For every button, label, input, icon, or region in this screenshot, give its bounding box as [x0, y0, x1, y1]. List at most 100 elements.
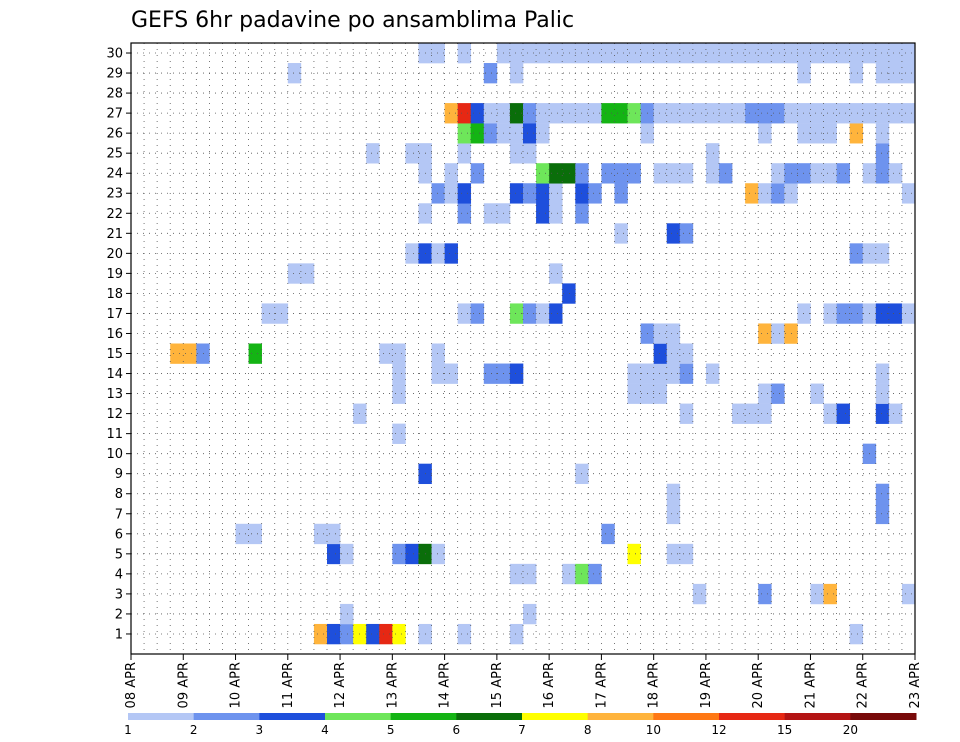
- heatmap-cell: [340, 623, 354, 645]
- x-tick-label: 22 APR: [856, 662, 871, 708]
- colorbar-segment: [456, 713, 523, 720]
- heatmap-cell: [758, 43, 772, 64]
- colorbar-label: 2: [190, 723, 198, 737]
- heatmap-cell: [797, 123, 811, 144]
- heatmap-cell: [523, 103, 537, 124]
- heatmap-cell: [771, 323, 785, 344]
- heatmap-cell: [470, 163, 485, 184]
- y-tick-label: 12: [106, 407, 123, 422]
- y-tick-label: 15: [106, 347, 123, 362]
- heatmap-cell: [705, 163, 720, 184]
- heatmap-cell: [875, 383, 890, 404]
- heatmap-cell: [653, 383, 668, 404]
- heatmap-cell: [758, 583, 772, 605]
- heatmap-cell: [470, 103, 485, 124]
- heatmap-cell: [431, 243, 445, 264]
- heatmap-cell: [392, 543, 406, 565]
- heatmap-cell: [666, 43, 681, 64]
- heatmap-cell: [901, 103, 916, 124]
- heatmap-cell: [823, 103, 837, 124]
- heatmap-cell: [523, 303, 537, 324]
- heatmap-cell: [509, 623, 524, 645]
- heatmap-cell: [823, 403, 837, 424]
- y-axis: 1234567891011121314151617181920212223242…: [106, 47, 131, 642]
- heatmap-cell: [379, 343, 393, 364]
- heatmap-cell: [705, 103, 720, 124]
- heatmap-cell: [588, 563, 602, 585]
- heatmap-cell: [679, 343, 694, 364]
- colorbar-segment: [193, 713, 260, 720]
- colorbar-label: 1: [124, 723, 132, 737]
- y-tick-label: 26: [106, 127, 123, 142]
- heatmap-cell: [601, 43, 615, 64]
- heatmap-cell: [758, 183, 772, 204]
- heatmap-cell: [483, 363, 498, 384]
- x-tick-label: 15 APR: [490, 662, 505, 708]
- x-tick-label: 21 APR: [803, 662, 818, 708]
- heatmap-cell: [549, 103, 563, 124]
- y-tick-label: 6: [115, 527, 123, 542]
- y-tick-label: 2: [115, 607, 123, 622]
- heatmap-cell: [340, 603, 354, 625]
- heatmap-cell: [431, 43, 445, 64]
- heatmap-cell: [392, 383, 406, 404]
- heatmap-cell: [771, 383, 785, 404]
- y-tick-label: 28: [106, 87, 123, 102]
- heatmap-cell: [523, 43, 537, 64]
- y-tick-label: 23: [106, 187, 123, 202]
- heatmap-cell: [457, 183, 472, 204]
- heatmap-cell: [183, 343, 197, 364]
- heatmap-cell: [627, 363, 641, 384]
- heatmap-cell: [888, 103, 903, 124]
- heatmap-cell: [248, 343, 262, 364]
- y-tick-label: 4: [115, 567, 123, 582]
- colorbar-segment: [325, 713, 392, 720]
- heatmap-cell: [758, 383, 772, 404]
- heatmap-cell: [901, 183, 916, 204]
- x-tick-label: 13 APR: [385, 662, 400, 708]
- heatmap-cell: [549, 203, 563, 224]
- heatmap-cell: [836, 303, 850, 324]
- heatmap-cell: [509, 143, 524, 164]
- heatmap-cell: [679, 103, 694, 124]
- colorbar-segment: [653, 713, 720, 720]
- heatmap-cell: [392, 343, 406, 364]
- heatmap-cell: [536, 163, 550, 184]
- heatmap-cell: [431, 363, 445, 384]
- heatmap-cell: [366, 143, 380, 164]
- heatmap-cell: [823, 43, 837, 64]
- heatmap-cell: [666, 483, 681, 505]
- heatmap-cell: [509, 563, 524, 585]
- heatmap-cell: [340, 543, 354, 565]
- y-tick-label: 22: [106, 207, 123, 222]
- heatmap-cell: [849, 123, 864, 144]
- heatmap-cell: [875, 363, 890, 384]
- heatmap-cell: [379, 623, 393, 645]
- heatmap-cell: [562, 103, 576, 124]
- y-tick-label: 8: [115, 487, 123, 502]
- heatmap-cell: [601, 523, 615, 545]
- heatmap-cell: [679, 403, 694, 424]
- heatmap-cell: [457, 143, 472, 164]
- heatmap-cell: [666, 343, 681, 364]
- x-tick-label: 08 APR: [124, 662, 139, 708]
- heatmap-cell: [536, 103, 550, 124]
- plot-frame: [130, 42, 916, 655]
- heatmap-cell: [849, 103, 864, 124]
- heatmap-cell: [666, 223, 681, 244]
- heatmap-cell: [797, 63, 811, 84]
- heatmap-cell: [235, 523, 249, 545]
- heatmap-cell: [705, 43, 720, 64]
- heatmap-cell: [692, 43, 707, 64]
- heatmap-cell: [549, 303, 563, 324]
- heatmap-cell: [849, 623, 864, 645]
- heatmap-cell: [810, 123, 824, 144]
- colorbar-label: 8: [584, 723, 592, 737]
- y-tick-label: 16: [106, 327, 123, 342]
- heatmap-cell: [431, 543, 445, 565]
- colorbar-segment: [128, 713, 195, 720]
- heatmap-cell: [758, 123, 772, 144]
- heatmap-cell: [666, 363, 681, 384]
- heatmap-cell: [732, 43, 746, 64]
